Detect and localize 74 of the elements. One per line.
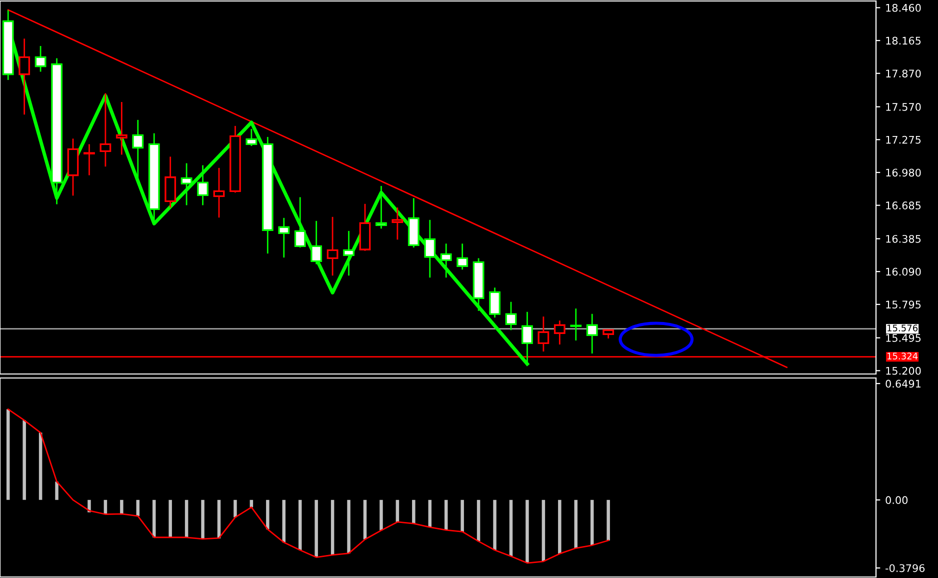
bar <box>330 500 334 555</box>
y-tick-label: 16.980 <box>886 168 921 177</box>
bar <box>590 500 594 546</box>
candlestick <box>570 308 582 342</box>
ref-line-label: 15.324 <box>888 352 918 360</box>
bar <box>412 500 416 524</box>
bar <box>558 500 562 554</box>
bar <box>460 500 464 532</box>
candlestick <box>376 185 387 230</box>
bar <box>428 500 432 528</box>
bar <box>314 500 318 558</box>
bar <box>168 500 172 538</box>
bar <box>526 500 529 562</box>
bar <box>298 500 302 550</box>
y-tick-label: -0.3796 <box>886 564 925 572</box>
y-tick-label: 18.460 <box>886 4 921 12</box>
candlestick <box>310 220 322 265</box>
y-tick-label: 15.200 <box>886 366 921 375</box>
bar <box>476 500 480 542</box>
candlestick <box>505 301 517 331</box>
y-tick-label: 17.870 <box>886 70 921 78</box>
y-tick-label: 15.495 <box>886 334 921 342</box>
bar <box>396 500 400 522</box>
ref-line-label: 15.576 <box>888 324 918 332</box>
bar <box>606 500 610 540</box>
candlestick <box>489 286 500 318</box>
candlestick <box>294 196 306 248</box>
y-tick-label: 0.6491 <box>886 380 921 388</box>
candlestick <box>554 320 566 346</box>
y-tick-label: 17.570 <box>886 103 921 111</box>
bar <box>184 500 188 538</box>
bar <box>201 500 204 539</box>
candlestick <box>246 128 258 147</box>
candlestick <box>164 156 176 208</box>
bar <box>6 409 10 500</box>
bar <box>55 482 58 500</box>
candlestick <box>18 38 30 116</box>
bar <box>234 500 237 518</box>
candlestick <box>440 242 452 278</box>
candlestick <box>84 143 95 176</box>
bar <box>120 500 124 514</box>
y-tick-label: 16.685 <box>886 202 921 210</box>
y-tick-label: 0.00 <box>886 496 908 504</box>
y-tick-label: 17.275 <box>886 136 921 144</box>
candlestick <box>424 219 436 278</box>
candlestick <box>456 242 468 270</box>
y-tick-label: 16.385 <box>886 234 921 243</box>
y-tick-label: 16.090 <box>886 268 921 276</box>
candlestick <box>180 162 192 206</box>
y-tick-label: 15.795 <box>886 300 921 309</box>
line-series <box>7 408 610 564</box>
candlestick <box>34 45 46 72</box>
candlestick <box>343 230 354 276</box>
bar <box>509 500 513 556</box>
bar <box>380 500 383 530</box>
bar <box>282 500 286 542</box>
candlestick <box>538 316 550 352</box>
bar <box>266 500 270 530</box>
candlestick <box>392 206 404 240</box>
candlestick <box>213 167 225 218</box>
bar <box>493 500 496 550</box>
y-tick-label: 18.165 <box>886 36 921 45</box>
bar <box>22 420 26 500</box>
candlestick <box>100 92 112 168</box>
candlestick <box>197 164 208 206</box>
candlestick <box>326 216 338 276</box>
candlestick <box>278 217 290 258</box>
candlestick <box>586 313 598 354</box>
candlestick <box>116 101 128 156</box>
bar <box>38 432 42 500</box>
bar <box>347 500 350 554</box>
bar <box>574 500 578 548</box>
bar <box>363 500 367 540</box>
bar <box>542 500 546 562</box>
